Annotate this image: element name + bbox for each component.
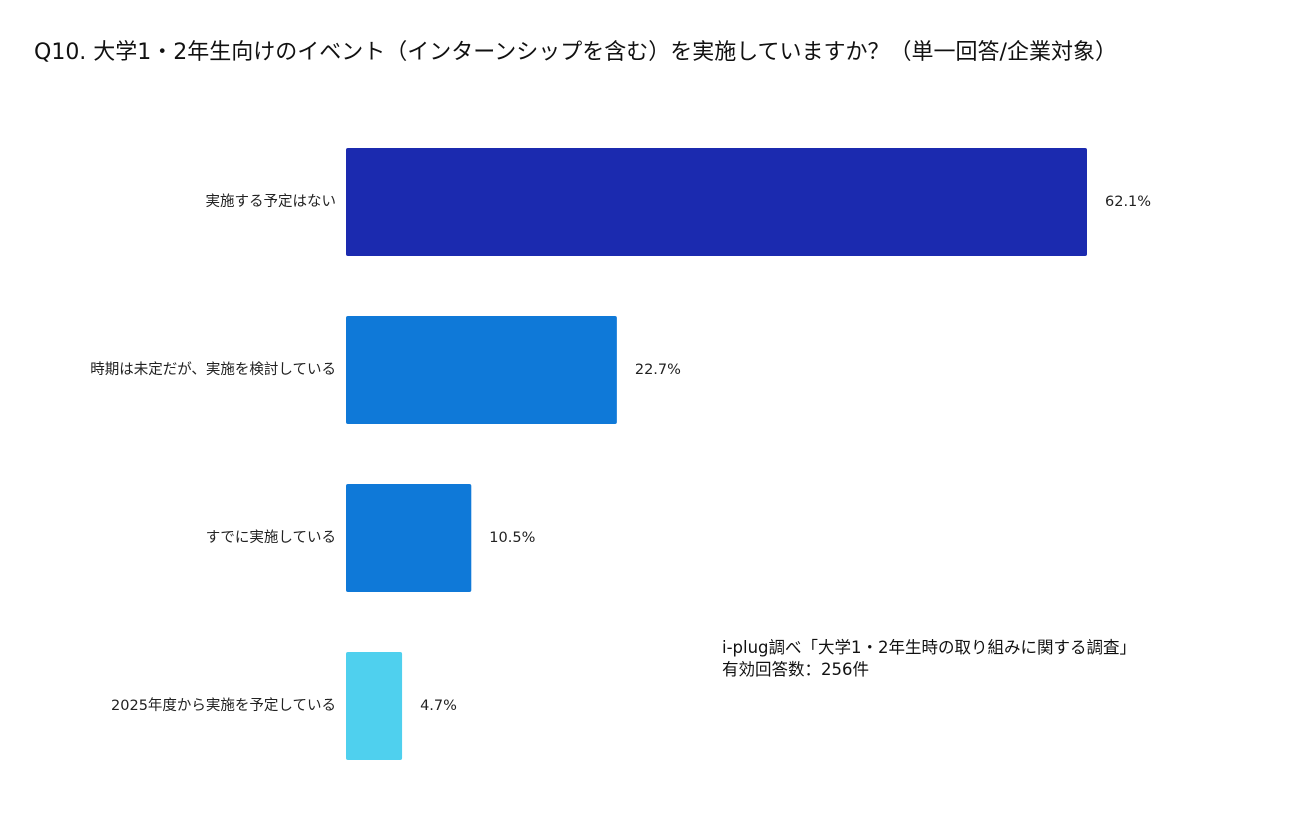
respondents-count: 有効回答数：256件	[722, 660, 869, 679]
source-note: i-plug調べ「大学1・2年生時の取り組みに関する調査」 有効回答数：256件	[722, 637, 1136, 681]
category-label-4: 2025年度から実施を予定している	[111, 697, 336, 714]
chart-title: Q10. 大学1・2年生向けのイベント（インターンシップを含む）を実施しています…	[34, 40, 1117, 65]
category-label-1: 実施する予定はない	[206, 193, 337, 210]
value-label-3: 10.5%	[489, 530, 535, 546]
value-label-4: 4.7%	[420, 698, 457, 714]
category-label-3: すでに実施している	[206, 529, 336, 546]
value-label-2: 22.7%	[635, 362, 681, 378]
category-label-2: 時期は未定だが、実施を検討している	[90, 361, 336, 378]
bar-1	[346, 148, 1087, 256]
value-label-1: 62.1%	[1105, 194, 1151, 210]
bar-3	[346, 484, 472, 592]
source-text: i-plug調べ「大学1・2年生時の取り組みに関する調査」	[722, 638, 1137, 657]
bar-2	[346, 316, 617, 424]
bar-4	[346, 652, 403, 760]
